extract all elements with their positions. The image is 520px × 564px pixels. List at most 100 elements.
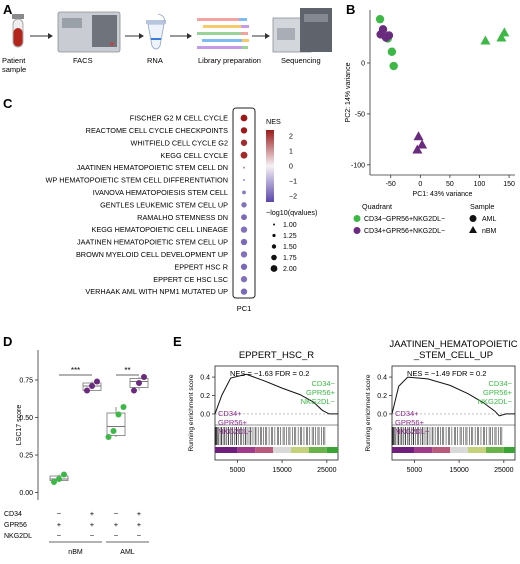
x-tick-label: 150 [503, 181, 515, 188]
size-legend-dot [271, 254, 277, 261]
rank-color-strip [326, 447, 338, 453]
y-tick-label: 0.2 [200, 393, 210, 400]
data-point [389, 61, 398, 71]
y-tick-label: 0.25 [19, 453, 33, 460]
enrichment-plot-title: JAATINEN_HEMATOPOIETIC [389, 339, 517, 350]
y-tick-label: 0 [361, 60, 365, 67]
data-point [56, 476, 62, 482]
enrichment-dot [241, 202, 247, 208]
y-tick-label: 0.50 [19, 415, 33, 422]
data-point [105, 434, 112, 440]
size-legend-label: 1.25 [283, 233, 297, 240]
condition-sign: + [57, 520, 62, 529]
step-label-rna: RNA [147, 56, 163, 65]
data-point [412, 144, 423, 154]
sequencer-icon [272, 8, 332, 53]
left-phenotype-label: GPR56+ [395, 418, 425, 427]
gene-set-label: KEGG HEMATOPOIETIC CELL LINEAGE [91, 225, 228, 234]
gene-set-label: WP HEMATOPOIETIC STEM CELL DIFFERENTIATI… [46, 176, 228, 185]
data-point [480, 35, 491, 45]
y-tick-label: -100 [351, 162, 365, 169]
rank-color-strip [485, 447, 504, 453]
y-tick-label: 0.00 [19, 490, 33, 497]
legend-label: CD34+GPR56+NKG2DL− [364, 228, 445, 235]
legend-label: nBM [482, 228, 497, 235]
gene-set-label: IVANOVA HEMATOPOIESIS STEM CELL [93, 188, 228, 197]
arrow-head-icon [187, 33, 192, 39]
condition-sign: + [114, 520, 119, 529]
y-tick-label: 0.4 [377, 375, 387, 382]
group-label: nBM [68, 549, 83, 556]
condition-sign: − [137, 531, 142, 540]
colorbar-title: NES [266, 117, 281, 126]
data-point [136, 380, 142, 386]
right-phenotype-label: NKG2DL− [478, 397, 513, 406]
step-label-patient: Patient sample [2, 56, 26, 74]
size-legend-label: 1.75 [283, 255, 297, 262]
pca-scatter-plot: -50 0 50 100 150 0 -50 -100 PC1: 43% variance PC2… [345, 10, 515, 235]
y-tick-label: 0.2 [377, 393, 387, 400]
enrichment-dot [240, 139, 248, 146]
legend-swatch [469, 215, 477, 222]
gene-set-label: RAMALHO STEMNESS DN [137, 213, 228, 222]
left-phenotype-label: CD34+ [218, 409, 242, 418]
rank-color-strip [237, 447, 256, 453]
data-point [496, 32, 507, 42]
rank-color-strip [432, 447, 451, 453]
legend-label: AML [482, 216, 497, 223]
data-point [384, 31, 394, 40]
enrichment-dot [240, 151, 248, 159]
size-legend-label: 1.50 [283, 244, 297, 251]
gene-set-label: EPPERT CE HSC LSC [153, 275, 228, 284]
x-tick-label: 50 [446, 181, 454, 188]
legend-swatch [469, 226, 477, 233]
panel-label-b: B [346, 2, 355, 17]
group-label: AML [120, 549, 135, 556]
x-tick-label: 0 [418, 181, 422, 188]
y-axis-title: Running enrichment score [188, 374, 195, 451]
gene-set-label: EPPERT HSC R [174, 262, 228, 271]
data-point [378, 25, 388, 34]
rank-color-strip [392, 447, 415, 453]
enrichment-plots: EPPERT_HSC_R 0.4 0.2 0.0 Running enrichment … [188, 339, 518, 474]
enrichment-dot [240, 114, 248, 122]
left-phenotype-label: CD34+ [395, 409, 419, 418]
enrichment-dot [243, 166, 245, 169]
running-score-curve [391, 376, 515, 417]
data-point [84, 387, 90, 394]
nes-fdr-stats: NES = −1.49 FDR = 0.2 [407, 369, 486, 378]
condition-sign: − [90, 531, 95, 540]
gene-set-label: GENTLES LEUKEMIC STEM CELL UP [100, 200, 228, 209]
enrichment-dot [241, 214, 247, 221]
condition-sign: + [137, 509, 142, 518]
gene-set-label: BROWN MYELOID CELL DEVELOPMENT UP [76, 250, 228, 259]
right-phenotype-label: GPR56+ [483, 388, 513, 397]
panel-label-e: E [173, 334, 182, 349]
nes-fdr-stats: NES = −1.63 FDR = 0.2 [230, 369, 309, 378]
condition-row-label: GPR56 [4, 522, 27, 529]
size-legend-dot [271, 244, 277, 249]
data-point [131, 387, 137, 394]
right-phenotype-label: GPR56+ [306, 388, 336, 397]
y-tick-label: -50 [355, 111, 365, 118]
arrow-head-icon [265, 33, 270, 39]
test-tube-icon [12, 14, 24, 48]
enrichment-plot-title: EPPERT_HSC_R [239, 350, 314, 361]
rank-color-strip [450, 447, 469, 453]
data-point [120, 404, 127, 410]
gene-set-label: JAATINEN HEMATOPOIETIC STEM CELL UP [77, 238, 228, 247]
data-point [413, 131, 424, 141]
enrichment-dot [243, 179, 245, 181]
step-label-facs: FACS [73, 56, 93, 65]
y-axis-title: Running enrichment score [365, 374, 372, 451]
data-point [61, 471, 67, 478]
panel-label-c: C [3, 96, 13, 111]
y-axis-title: LSC17 score [16, 405, 23, 446]
gene-set-label: JAATINEN HEMATOPOIETIC STEM CELL DN [77, 163, 228, 172]
x-tick-label: -50 [386, 181, 396, 188]
significance-label: *** [71, 366, 80, 375]
right-phenotype-label: CD34− [311, 379, 335, 388]
colorbar-tick-label: −2 [289, 194, 297, 201]
x-tick-label: 15000 [449, 467, 469, 474]
